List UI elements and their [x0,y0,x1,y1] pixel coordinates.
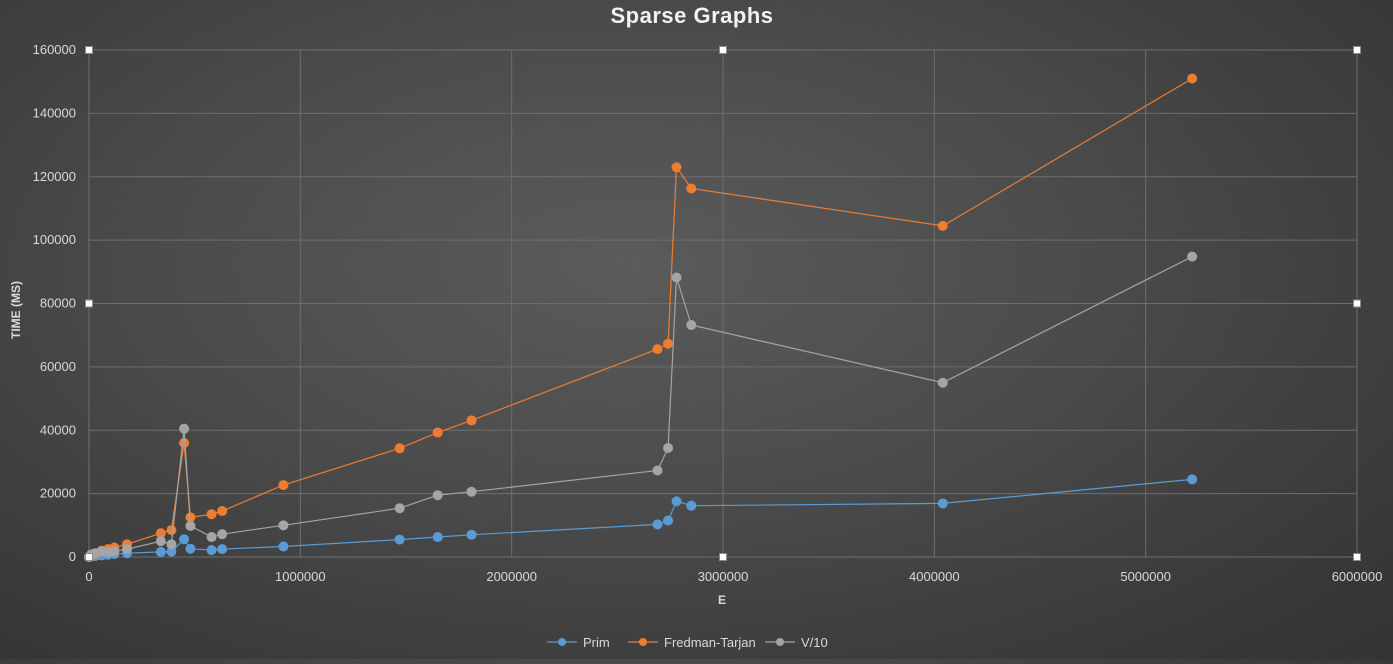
data-point-fredman-tarjan [686,183,697,194]
data-point-v-10 [466,486,477,497]
chart-title: Sparse Graphs [610,3,773,28]
y-tick-label: 60000 [40,359,76,374]
data-point-fredman-tarjan [394,443,405,454]
data-point-prim [663,515,674,526]
data-point-prim [432,532,443,543]
legend-label: V/10 [801,635,828,650]
x-axis-title: E [718,593,726,607]
y-tick-label: 160000 [33,42,76,57]
series-line-prim [88,478,1193,558]
data-point-prim [185,543,196,554]
y-tick-label: 0 [69,549,76,564]
data-point-v-10 [179,423,190,434]
data-point-prim [937,498,948,509]
series-line-v-10 [88,256,1193,558]
legend: Prim Fredman-Tarjan V/10 [547,635,828,650]
data-point-fredman-tarjan [166,525,177,536]
y-tick-label: 80000 [40,296,76,311]
x-axis-ticks: 0 1000000 2000000 3000000 4000000 5000000 6000… [85,569,1382,584]
data-point-fredman-tarjan [179,437,190,448]
data-point-v-10 [1187,251,1198,262]
data-point-v-10 [155,536,166,547]
data-point-fredman-tarjan [671,162,682,173]
data-point-v-10 [166,539,177,550]
legend-item-v-10: V/10 [765,635,828,650]
legend-marker [639,638,647,646]
data-point-prim [166,546,177,557]
data-point-prim [217,544,228,555]
data-point-prim [394,534,405,545]
selection-handles[interactable] [85,46,1361,561]
y-axis-ticks: 0 20000 40000 60000 80000 100000 120000 140000 1… [33,42,76,564]
series-line-fredman-tarjan [88,77,1193,558]
data-point-prim [652,519,663,530]
y-tick-label: 100000 [33,232,76,247]
legend-label: Fredman-Tarjan [664,635,756,650]
series-prim [84,474,1198,562]
legend-item-prim: Prim [547,635,610,650]
data-point-prim [466,529,477,540]
y-tick-label: 40000 [40,422,76,437]
x-tick-label: 6000000 [1332,569,1383,584]
data-point-v-10 [686,320,697,331]
data-point-prim [179,534,190,545]
data-point-fredman-tarjan [937,220,948,231]
resize-handle[interactable] [85,299,93,308]
x-tick-label: 2000000 [486,569,537,584]
gridlines [88,49,1358,558]
data-point-v-10 [432,490,443,501]
x-tick-label: 3000000 [698,569,749,584]
x-tick-label: 5000000 [1120,569,1171,584]
legend-marker [558,638,566,646]
y-axis-title: TIME (MS) [9,281,23,339]
data-point-v-10 [663,442,674,453]
data-point-v-10 [394,503,405,514]
data-point-prim [155,546,166,557]
data-series [84,73,1198,562]
data-point-v-10 [937,377,948,388]
data-point-v-10 [217,529,228,540]
resize-handle[interactable] [1353,46,1361,54]
y-tick-label: 120000 [33,169,76,184]
y-tick-label: 140000 [33,105,76,120]
data-point-fredman-tarjan [278,480,289,491]
data-point-prim [1187,474,1198,485]
data-point-fredman-tarjan [466,415,477,426]
resize-handle[interactable] [85,553,93,561]
data-point-v-10 [652,465,663,476]
legend-marker [776,638,784,646]
y-tick-label: 20000 [40,486,76,501]
resize-handle[interactable] [719,553,727,561]
data-point-v-10 [185,520,196,531]
data-point-v-10 [206,532,217,543]
legend-label: Prim [583,635,610,650]
data-point-prim [206,545,217,556]
data-point-fredman-tarjan [1187,73,1198,84]
data-point-fredman-tarjan [155,528,166,539]
data-point-v-10 [671,272,682,283]
resize-handle[interactable] [1353,299,1361,308]
data-point-prim [686,500,697,511]
data-point-fredman-tarjan [206,509,217,520]
data-point-fredman-tarjan [652,344,663,355]
series-v-10 [84,251,1198,562]
x-tick-label: 4000000 [909,569,960,584]
data-point-fredman-tarjan [432,427,443,438]
data-point-v-10 [122,544,133,555]
data-point-prim [671,496,682,507]
x-tick-label: 1000000 [275,569,326,584]
data-point-fredman-tarjan [663,338,674,349]
resize-handle[interactable] [1353,553,1361,561]
data-point-prim [278,541,289,552]
x-tick-label: 0 [85,569,92,584]
legend-item-fredman-tarjan: Fredman-Tarjan [628,635,756,650]
series-fredman-tarjan [84,73,1198,562]
resize-handle[interactable] [85,46,93,54]
data-point-fredman-tarjan [217,506,228,517]
data-point-v-10 [109,546,120,557]
resize-handle[interactable] [719,46,727,54]
data-point-v-10 [278,520,289,531]
